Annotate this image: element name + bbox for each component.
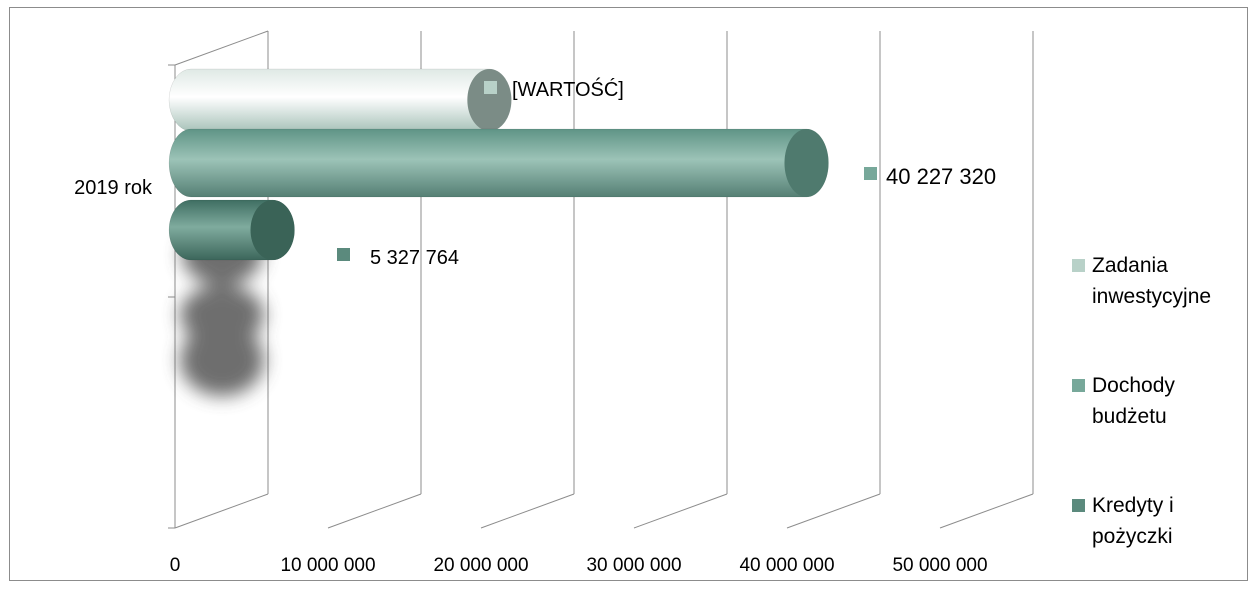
x-tick-label: 0 — [170, 555, 181, 576]
bar-body — [168, 68, 512, 132]
bar-zadania-inwestycyjne — [168, 68, 512, 132]
bar-end-cap — [250, 200, 295, 260]
chart-frame: 2019 rok 0 10 000 000 20 000 000 30 000 … — [9, 7, 1248, 581]
bar-dochody-bud-etu — [168, 128, 829, 198]
data-label-1: 40 227 320 — [886, 164, 996, 189]
x-tick-label: 30 000 000 — [586, 555, 681, 576]
data-label-marker-1 — [864, 167, 877, 180]
legend-item-kredyty: Kredyty i pożyczki — [1072, 490, 1242, 610]
category-label: 2019 rok — [74, 177, 153, 199]
side-wall-top — [174, 30, 269, 66]
data-label-marker-0 — [484, 81, 497, 94]
legend-item-zadania: Zadania inwestycyjne — [1072, 250, 1242, 370]
x-tick-label: 20 000 000 — [433, 555, 528, 576]
data-label-marker-2 — [337, 248, 350, 261]
x-tick-label: 10 000 000 — [280, 555, 375, 576]
bar-kredyty-i-po-yczki — [168, 199, 295, 261]
bar-end-cap — [467, 69, 512, 131]
legend-label: Dochody budżetu — [1092, 374, 1175, 428]
data-label-2: 5 327 764 — [370, 247, 459, 269]
bar-end-cap — [784, 129, 829, 197]
bar-body — [168, 128, 829, 198]
gridline-floor-2 — [480, 493, 575, 529]
gridline-floor-0 — [174, 493, 269, 529]
legend-item-dochody: Dochody budżetu — [1072, 370, 1242, 490]
bars-layer — [168, 68, 829, 261]
x-tick-label: 40 000 000 — [739, 555, 834, 576]
legend-swatch — [1072, 259, 1085, 272]
legend-label: Zadania inwestycyjne — [1092, 254, 1212, 308]
gridline-floor-5 — [939, 493, 1034, 529]
data-labels: [WARTOŚĆ] 40 227 320 5 327 764 — [337, 77, 996, 269]
gridline-floor-3 — [633, 493, 728, 529]
legend-swatch — [1072, 499, 1085, 512]
gridline-floor-4 — [786, 493, 881, 529]
gridline-floor-1 — [327, 493, 422, 529]
legend-swatch — [1072, 379, 1085, 392]
legend: Zadania inwestycyjne Dochody budżetu Kre… — [1072, 250, 1242, 610]
x-tick-label: 50 000 000 — [892, 555, 987, 576]
data-label-0: [WARTOŚĆ] — [512, 77, 624, 101]
x-tick-labels: 0 10 000 000 20 000 000 30 000 000 40 00… — [170, 555, 988, 576]
legend-label: Kredyty i pożyczki — [1092, 494, 1174, 548]
